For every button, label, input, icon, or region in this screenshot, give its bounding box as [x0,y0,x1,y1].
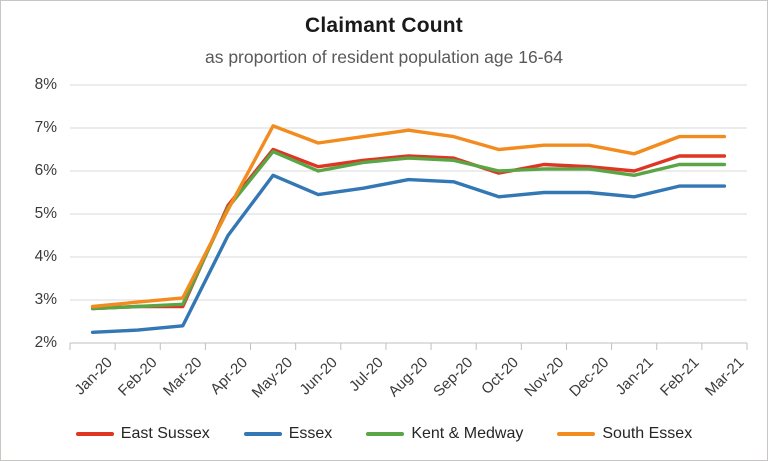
y-tick-label-4pct: 4% [34,248,57,265]
legend-label-kent-medway: Kent & Medway [411,425,524,442]
y-tick-label-6pct: 6% [34,162,57,179]
legend-label-south-essex: South Essex [602,425,693,442]
chart-title: Claimant Count [305,14,463,37]
chart-legend: East Sussex Essex Kent & Medway South Essex [1,425,767,443]
y-tick-label-5pct: 5% [34,205,57,222]
series-line-south-essex [90,124,727,309]
legend-item-essex: Essex [243,425,333,443]
legend-swatch-essex [243,432,282,436]
y-tick-label-8pct: 8% [34,76,57,93]
plot-area [69,84,748,350]
legend-label-essex: Essex [288,425,333,442]
legend-item-east-sussex: East Sussex [75,425,210,443]
y-tick-label-7pct: 7% [34,119,57,136]
series-line-essex [90,173,727,334]
chart-subtitle: as proportion of resident population age… [204,47,564,67]
legend-label-east-sussex: East Sussex [120,425,210,442]
legend-swatch-east-sussex [75,432,114,436]
legend-swatch-kent-medway [366,432,405,436]
legend-item-kent-medway: Kent & Medway [366,425,523,443]
series-line-kent-medway [90,149,727,311]
legend-item-south-essex: South Essex [557,425,692,443]
y-tick-label-3pct: 3% [34,291,57,308]
y-tick-label-2pct: 2% [34,334,57,351]
legend-swatch-south-essex [557,432,596,436]
